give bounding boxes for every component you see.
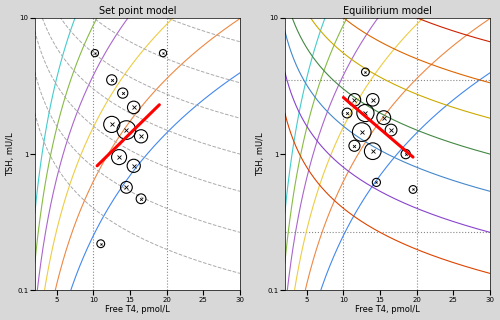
Point xyxy=(159,51,167,56)
Point xyxy=(130,105,138,110)
X-axis label: Free T4, pmol/L: Free T4, pmol/L xyxy=(105,306,170,315)
Point xyxy=(122,127,130,132)
Point xyxy=(380,115,388,120)
Point xyxy=(409,187,417,192)
Point xyxy=(358,130,366,135)
Point xyxy=(368,148,376,154)
Y-axis label: TSH, mU/L: TSH, mU/L xyxy=(256,132,264,176)
Point xyxy=(402,151,409,156)
Point xyxy=(343,110,351,116)
Point xyxy=(368,97,376,102)
Point xyxy=(118,91,126,96)
Point xyxy=(91,51,99,56)
Point xyxy=(137,196,145,201)
Point xyxy=(350,143,358,148)
Point xyxy=(137,134,145,139)
Point xyxy=(387,127,395,132)
Point xyxy=(362,69,370,75)
Point xyxy=(350,97,358,102)
Point xyxy=(372,180,380,185)
Point xyxy=(97,241,105,246)
Title: Set point model: Set point model xyxy=(98,5,176,16)
Point xyxy=(122,185,130,190)
Point xyxy=(108,122,116,127)
Y-axis label: TSH, mU/L: TSH, mU/L xyxy=(6,132,15,176)
Point xyxy=(362,110,370,116)
X-axis label: Free T4, pmol/L: Free T4, pmol/L xyxy=(355,306,420,315)
Point xyxy=(115,155,123,160)
Point xyxy=(108,77,116,83)
Title: Equilibrium model: Equilibrium model xyxy=(343,5,432,16)
Point xyxy=(130,163,138,168)
